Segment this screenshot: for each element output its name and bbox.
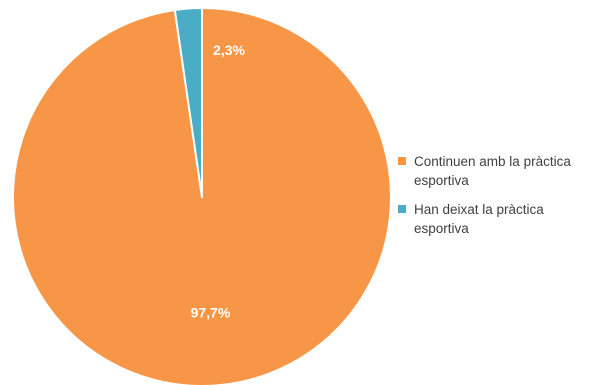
legend-item-continuen: Continuen amb la pràctica esportiva [398, 152, 594, 190]
chart-legend: Continuen amb la pràctica esportiva Han … [398, 152, 594, 248]
legend-item-han-deixat: Han deixat la pràctica esportiva [398, 200, 594, 238]
pie-slice-1 [173, 7, 203, 198]
legend-swatch-continuen [398, 157, 406, 165]
legend-label-han-deixat: Han deixat la pràctica esportiva [414, 202, 544, 236]
pie-data-label-1: 2,3% [213, 42, 245, 58]
pie-data-labels: 97,7% 2,3% [191, 42, 246, 320]
pie-slices [12, 7, 392, 385]
pie-data-label-0: 97,7% [191, 305, 231, 321]
legend-label-continuen: Continuen amb la pràctica esportiva [414, 154, 571, 188]
legend-swatch-han-deixat [398, 205, 406, 213]
